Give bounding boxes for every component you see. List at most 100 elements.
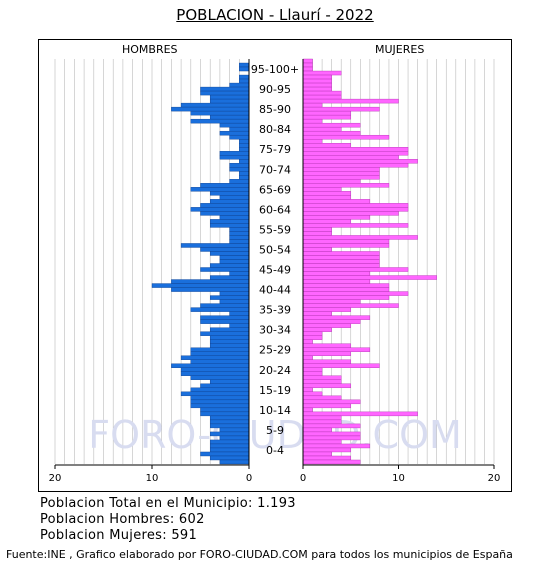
women-bar	[302, 175, 380, 180]
men-bar	[219, 255, 250, 260]
women-bar	[302, 151, 409, 156]
men-bar	[219, 155, 250, 160]
women-bar	[302, 399, 361, 405]
age-label: 70-74	[259, 163, 291, 176]
age-label: 80-84	[259, 123, 291, 136]
men-bar	[190, 118, 250, 124]
women-bar	[302, 355, 313, 360]
women-bar	[302, 62, 313, 68]
women-bar	[302, 122, 361, 128]
women-bar	[302, 255, 380, 260]
men-bar	[209, 94, 250, 100]
women-bar	[302, 114, 351, 120]
men-bar	[180, 102, 250, 108]
men-label: HOMBRES	[122, 43, 178, 56]
women-bar	[302, 395, 342, 401]
men-bar	[209, 439, 250, 445]
men-bar	[200, 315, 250, 320]
women-bar	[302, 391, 323, 397]
women-bar	[302, 171, 380, 176]
men-bar	[180, 355, 250, 360]
women-bar	[302, 275, 437, 280]
women-bar	[302, 159, 418, 164]
women-bar	[302, 347, 371, 352]
women-bar	[302, 271, 371, 276]
women-bar	[302, 183, 390, 188]
women-bar	[302, 106, 380, 112]
age-label: 40-44	[259, 284, 291, 297]
women-bar	[302, 215, 371, 220]
women-bar	[302, 339, 313, 344]
men-bar	[200, 303, 250, 308]
x-tick-label: 10	[146, 473, 159, 484]
men-bar	[209, 423, 250, 429]
women-bar	[302, 126, 342, 132]
men-bar	[209, 431, 250, 437]
women-bar	[302, 143, 351, 148]
age-label: 65-69	[259, 183, 291, 196]
women-bar	[302, 207, 409, 212]
women-bar	[302, 179, 361, 184]
men-bar	[209, 343, 250, 348]
men-bar	[219, 195, 250, 200]
women-bar	[302, 279, 371, 284]
age-label: 0-4	[266, 444, 284, 457]
men-bar	[209, 335, 250, 340]
women-bar	[302, 134, 390, 140]
women-bar	[302, 118, 323, 124]
women-bar	[302, 98, 399, 104]
men-population: Poblacion Hombres: 602	[40, 512, 205, 527]
women-bar	[302, 439, 342, 445]
men-bar	[200, 247, 250, 252]
men-bar	[209, 219, 250, 224]
women-bar	[302, 411, 418, 417]
men-bar	[209, 455, 250, 461]
women-bar	[302, 243, 390, 248]
women-bar	[302, 163, 409, 168]
total-population: Poblacion Total en el Municipio: 1.193	[40, 496, 296, 511]
women-bar	[302, 387, 313, 393]
women-bar	[302, 367, 323, 372]
women-bar	[302, 231, 332, 236]
men-bar	[229, 179, 250, 184]
women-bar	[302, 267, 409, 272]
men-bar	[180, 367, 250, 372]
women-bar	[302, 239, 390, 244]
men-bar	[229, 167, 250, 172]
men-bar	[209, 191, 250, 196]
chart-frame	[38, 39, 512, 492]
age-label: 50-54	[259, 243, 291, 256]
age-label: 55-59	[259, 223, 291, 236]
women-bar	[302, 423, 361, 429]
page-title: POBLACION - Llaurí - 2022	[176, 6, 374, 24]
men-bar	[171, 287, 250, 292]
women-bar	[302, 110, 351, 116]
women-bar	[302, 291, 409, 296]
men-bar	[200, 383, 250, 389]
men-bar	[190, 375, 250, 380]
men-bar	[239, 175, 250, 180]
women-bar	[302, 327, 332, 332]
bars	[151, 58, 437, 465]
men-bar	[209, 327, 250, 332]
women-bar	[302, 363, 380, 368]
age-label: 25-29	[259, 344, 291, 357]
women-bar	[302, 419, 342, 425]
men-bar	[229, 311, 250, 316]
age-label: 85-90	[259, 103, 291, 116]
women-bar	[302, 263, 380, 268]
men-bar	[209, 443, 250, 449]
women-bar	[302, 379, 342, 385]
age-label: 75-79	[259, 143, 291, 156]
men-bar	[239, 62, 250, 68]
men-bar	[209, 415, 250, 421]
men-bar	[209, 275, 250, 280]
men-bar	[200, 211, 250, 216]
men-bar	[200, 86, 250, 92]
men-bar	[209, 263, 250, 268]
men-bar	[239, 74, 250, 80]
women-bar	[302, 383, 351, 389]
age-label: 95-100+	[251, 63, 299, 76]
women-bar	[302, 259, 380, 264]
women-bar	[302, 335, 323, 340]
